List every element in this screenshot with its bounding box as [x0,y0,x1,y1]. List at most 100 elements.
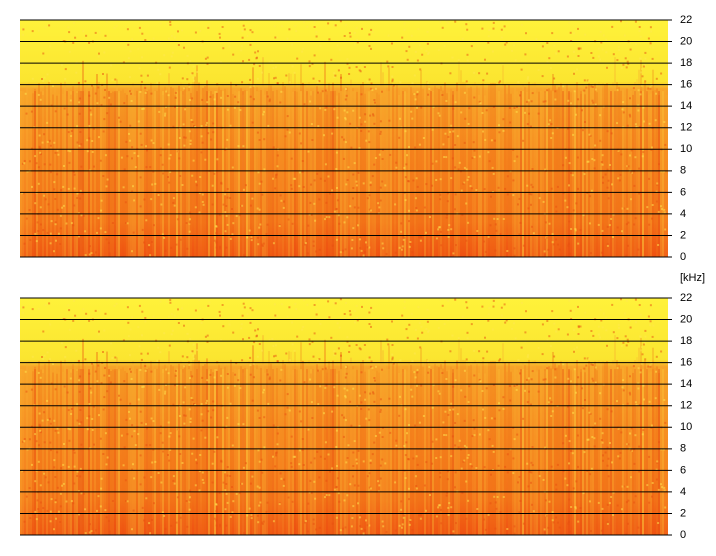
spectrogram-noise [113,304,116,307]
spectrogram-noise [353,440,356,443]
spectrogram-noise [414,328,417,331]
spectrogram-noise [466,456,469,459]
spectrogram-noise [72,448,75,451]
spectrogram-noise [522,139,525,142]
spectrogram-noise [243,306,246,309]
spectrogram-noise [220,374,223,377]
spectrogram-noise [232,222,235,225]
spectrogram-noise [608,224,611,227]
spectrogram-column [464,360,466,535]
spectrogram-noise [414,197,417,200]
spectrogram-noise [78,144,81,147]
spectrogram-noise [56,451,59,454]
spectrogram-noise [467,176,470,178]
spectrogram-noise [321,90,324,93]
spectrogram-noise [139,368,142,371]
spectrogram-noise [108,374,111,377]
spectrogram-noise [341,136,344,139]
spectrogram-noise [42,52,45,55]
spectrogram-noise [204,158,207,161]
spectrogram-noise [577,333,580,335]
spectrogram-noise [651,57,654,60]
spectrogram-noise [231,444,234,447]
spectrogram-noise [105,298,108,301]
spectrogram-column [96,351,98,535]
spectrogram-noise [412,179,415,182]
spectrogram-noise [241,308,244,310]
spectrogram-column [638,69,640,257]
spectrogram-streak [70,369,72,535]
spectrogram-noise [398,136,401,139]
spectrogram-noise [413,74,416,77]
spectrogram-noise [575,202,578,205]
spectrogram-noise [167,176,169,178]
spectrogram-column [246,86,248,258]
spectrogram-noise [178,435,181,438]
spectrogram-noise [408,242,411,245]
spectrogram-column [346,87,348,257]
spectrogram-noise [288,28,291,31]
spectrogram-noise [496,496,499,498]
spectrogram-noise [643,120,645,123]
spectrogram-noise [570,102,572,105]
spectrogram-noise [63,385,66,388]
spectrogram-noise [138,345,141,348]
spectrogram-noise [590,467,593,470]
spectrogram-noise [360,130,363,132]
spectrogram-noise [482,357,485,360]
spectrogram-noise [237,101,240,104]
spectrogram-streak [310,369,312,535]
spectrogram-column [398,372,400,535]
spectrogram-noise [76,475,79,477]
spectrogram-noise [597,47,600,50]
spectrogram-noise [296,57,299,60]
spectrogram-noise [439,471,442,474]
spectrogram-noise [370,325,372,328]
spectrogram-column [592,88,594,257]
spectrogram-noise [211,203,214,206]
spectrogram-column [428,92,430,258]
spectrogram-noise [205,124,208,127]
spectrogram-noise [129,402,132,405]
spectrogram-noise [570,40,573,42]
spectrogram-noise [644,51,647,54]
spectrogram-noise [483,466,486,469]
spectrogram-noise [145,423,147,426]
spectrogram-noise [547,401,550,404]
spectrogram-streak [452,91,454,257]
spectrogram-noise [159,300,162,303]
spectrogram-noise [409,519,412,521]
spectrogram-noise [466,331,469,334]
spectrogram-noise [435,438,438,441]
spectrogram-noise [353,32,356,34]
spectrogram-column [568,92,570,257]
spectrogram-noise [34,232,37,235]
spectrogram-column [212,372,214,535]
spectrogram-noise [272,146,275,149]
spectrogram-column [116,79,118,257]
spectrogram-noise [335,238,338,241]
spectrogram-noise [488,29,491,31]
spectrogram-noise [643,398,645,401]
spectrogram-column [114,370,116,535]
spectrogram-noise [427,52,430,55]
spectrogram-noise [502,496,505,498]
spectrogram-noise [648,501,651,504]
spectrogram-noise [344,141,347,144]
spectrogram-noise [641,433,644,436]
spectrogram-noise [638,26,641,28]
spectrogram-noise [372,391,374,394]
spectrogram-noise [439,456,442,459]
spectrogram-noise [354,321,356,324]
spectrogram-noise [486,72,489,75]
spectrogram-noise [524,389,526,392]
spectrogram-noise [465,301,468,304]
spectrogram-noise [546,338,549,341]
spectrogram-noise [263,138,266,141]
spectrogram-noise [478,72,481,75]
spectrogram-noise [566,206,569,209]
spectrogram-noise [470,187,473,190]
spectrogram-noise [192,437,195,440]
spectrogram-noise [368,78,371,81]
spectrogram-column [284,86,286,257]
